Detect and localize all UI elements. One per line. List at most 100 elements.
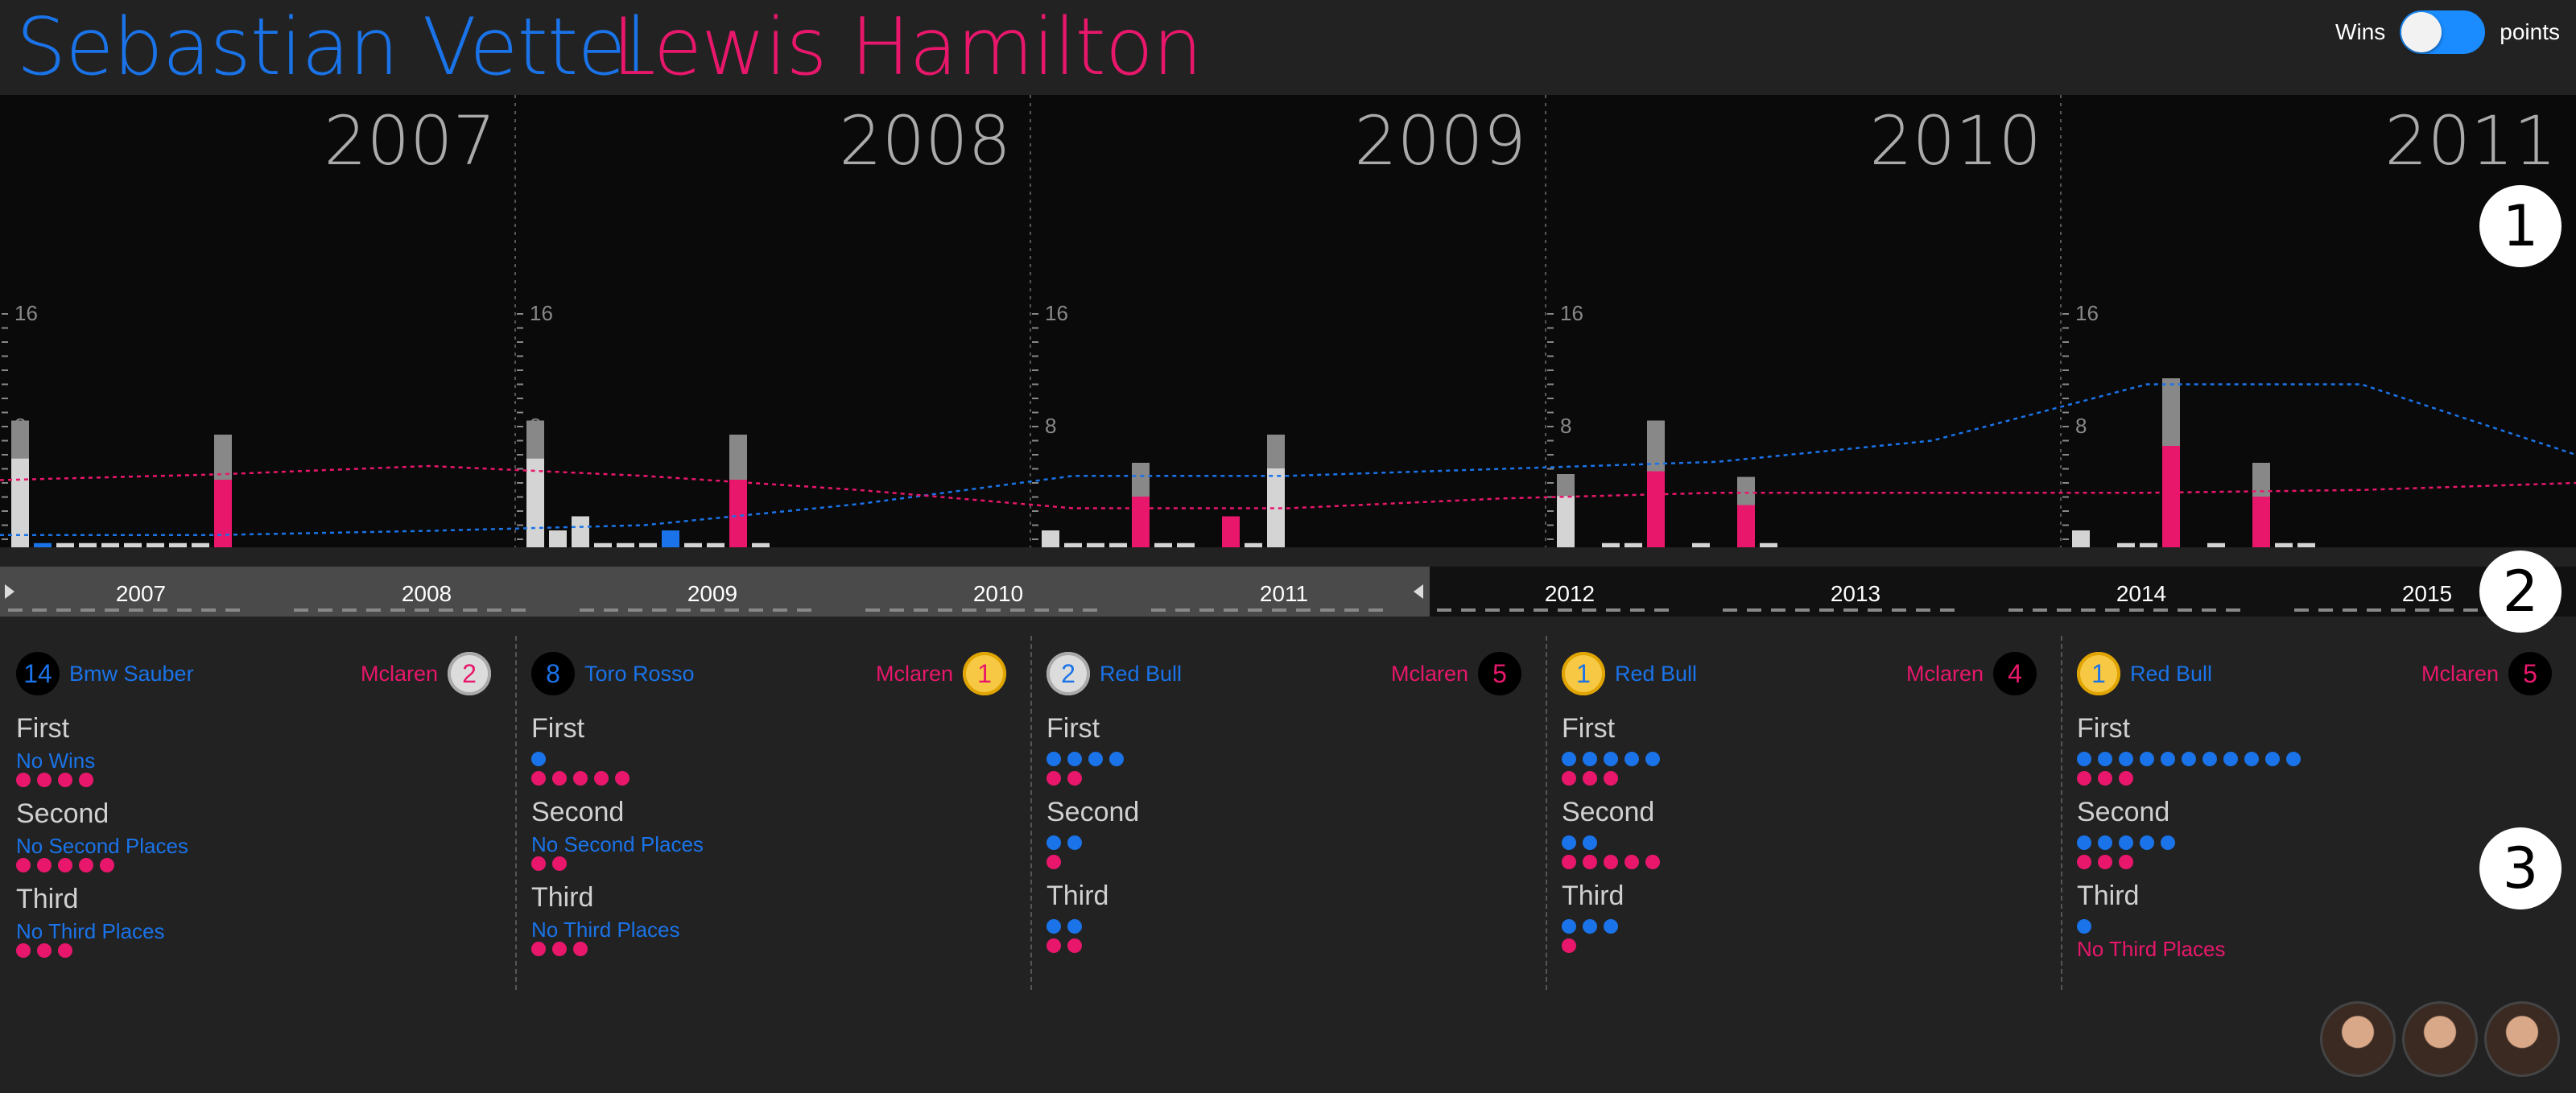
- bar[interactable]: [2072, 530, 2090, 547]
- timeline-year-2013[interactable]: 2013: [1831, 581, 1880, 606]
- timeline-tick: [986, 608, 1001, 612]
- result-dots-b: [16, 858, 114, 874]
- result-dot: [1624, 855, 1639, 869]
- timeline-year-2011[interactable]: 2011: [1260, 581, 1308, 606]
- team-row: 2 Red Bull Mclaren 5: [1046, 652, 1521, 699]
- bar[interactable]: [147, 542, 164, 547]
- result-dots-a: [1046, 752, 1124, 768]
- bar-extra: [1132, 463, 1150, 497]
- timeline-tick: [2294, 608, 2309, 612]
- timeline-year-2014[interactable]: 2014: [2116, 581, 2166, 606]
- timeline-handle-right[interactable]: [1414, 584, 1423, 599]
- bar[interactable]: [594, 542, 612, 547]
- timeline-svg[interactable]: 2007 2008 2009 2010 2011 2012 2013 2014 2015: [0, 567, 2576, 617]
- bar[interactable]: [1087, 542, 1104, 547]
- bar[interactable]: [169, 542, 187, 547]
- bar[interactable]: [572, 516, 589, 548]
- bar[interactable]: [1692, 542, 1710, 547]
- section-title-third: Third: [16, 884, 79, 914]
- result-dot: [1583, 835, 1597, 850]
- toggle-label-wins: Wins: [2335, 19, 2386, 44]
- timeline-tick: [318, 608, 332, 612]
- bar[interactable]: [684, 542, 702, 547]
- bar-extra: [1737, 476, 1755, 505]
- bar[interactable]: [1177, 542, 1195, 547]
- bar[interactable]: [1109, 542, 1127, 547]
- bar[interactable]: [662, 530, 679, 547]
- no-results-b: No Third Places: [2077, 937, 2226, 961]
- result-dot: [1562, 771, 1576, 786]
- callout-3: 3: [2479, 827, 2562, 909]
- result-dot: [552, 942, 567, 956]
- bar[interactable]: [1222, 516, 1240, 548]
- avatar[interactable]: [2402, 1001, 2478, 1077]
- result-dots-b: [2077, 771, 2133, 787]
- avatar[interactable]: [2484, 1001, 2560, 1077]
- y-tick-label: 16: [2075, 301, 2099, 325]
- bar[interactable]: [34, 542, 52, 547]
- driver-b-name[interactable]: Lewis Hamilton: [612, 2, 1203, 93]
- bar[interactable]: [2140, 542, 2157, 547]
- avatar[interactable]: [2320, 1001, 2396, 1077]
- toggle-label-points: points: [2500, 19, 2560, 44]
- championship-position-a: 2: [1046, 652, 1090, 695]
- bar[interactable]: [1760, 542, 1777, 547]
- timeline-tick: [1509, 608, 1524, 612]
- bar[interactable]: [101, 542, 119, 547]
- timeline-tick: [1843, 608, 1858, 612]
- timeline-tick: [1059, 608, 1073, 612]
- bar[interactable]: [1602, 542, 1620, 547]
- driver-a-name[interactable]: Sebastian Vettel: [16, 2, 647, 93]
- bar[interactable]: [1064, 542, 1082, 547]
- wins-points-toggle[interactable]: [2400, 10, 2486, 54]
- result-dots-b: [1562, 855, 1660, 871]
- bar[interactable]: [2275, 542, 2293, 547]
- toggle-knob[interactable]: [2401, 12, 2442, 52]
- timeline-year-2012[interactable]: 2012: [1545, 581, 1595, 606]
- result-dot: [2077, 919, 2091, 934]
- bar[interactable]: [1245, 542, 1262, 547]
- bar[interactable]: [2117, 542, 2135, 547]
- bar[interactable]: [617, 542, 634, 547]
- timeline-window[interactable]: [0, 567, 1430, 617]
- bar[interactable]: [1042, 530, 1059, 547]
- bar[interactable]: [752, 542, 770, 547]
- result-dot: [1583, 919, 1597, 934]
- bar[interactable]: [192, 542, 209, 547]
- result-dot: [2265, 752, 2280, 766]
- timeline-tick: [890, 608, 904, 612]
- bar[interactable]: [79, 542, 97, 547]
- timeline-year-2015[interactable]: 2015: [2402, 581, 2452, 606]
- bar[interactable]: [549, 530, 567, 547]
- bar[interactable]: [2207, 542, 2225, 547]
- result-dot: [2098, 855, 2112, 869]
- bar[interactable]: [56, 542, 74, 547]
- section-title-first: First: [1046, 713, 1100, 744]
- no-results-a: No Third Places: [16, 919, 165, 943]
- timeline-tick: [177, 608, 192, 612]
- year-label-2010: 2010: [1869, 101, 2041, 180]
- timeline-tick: [1272, 608, 1286, 612]
- bar[interactable]: [124, 542, 142, 547]
- timeline-year-2008[interactable]: 2008: [402, 581, 452, 606]
- timeline-tick: [2367, 608, 2381, 612]
- timeline-tick: [1654, 608, 1669, 612]
- timeline-year-2009[interactable]: 2009: [687, 581, 737, 606]
- championship-position-b: 5: [1478, 652, 1521, 695]
- year-label-2011: 2011: [2384, 101, 2557, 180]
- timeline-year-2010[interactable]: 2010: [973, 581, 1023, 606]
- timeline-tick: [652, 608, 667, 612]
- timeline[interactable]: 2007 2008 2009 2010 2011 2012 2013 2014 2015: [0, 567, 2576, 617]
- timeline-tick: [1461, 608, 1476, 612]
- championship-position-a: 1: [1562, 652, 1605, 695]
- bar[interactable]: [1624, 542, 1642, 547]
- timeline-year-2007[interactable]: 2007: [116, 581, 166, 606]
- result-dot: [1604, 919, 1618, 934]
- bar[interactable]: [1154, 542, 1172, 547]
- timeline-handle-left[interactable]: [5, 584, 14, 599]
- bar[interactable]: [2297, 542, 2315, 547]
- timeline-tick: [1534, 608, 1548, 612]
- bar[interactable]: [639, 542, 657, 547]
- timeline-tick: [2415, 608, 2429, 612]
- bar[interactable]: [707, 542, 724, 547]
